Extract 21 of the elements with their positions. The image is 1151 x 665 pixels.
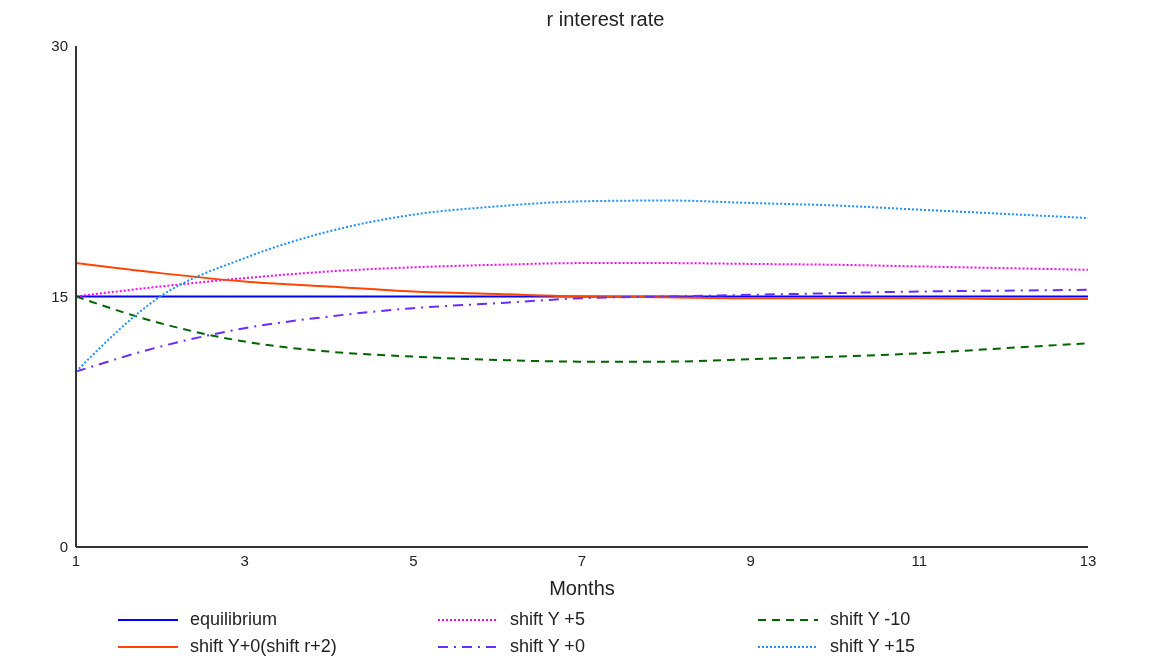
x-tick-label: 9 <box>746 551 755 569</box>
legend-label: shift Y +5 <box>510 609 585 630</box>
legend-label: shift Y +15 <box>830 636 915 657</box>
x-tick-label: 1 <box>71 551 81 569</box>
line-series <box>76 288 1088 373</box>
x-tick-label: 5 <box>409 551 418 569</box>
x-tick-label: 13 <box>1079 551 1097 569</box>
line-series <box>76 295 1088 363</box>
y-tick-label: 0 <box>59 538 68 556</box>
x-tick-label: 11 <box>911 551 928 569</box>
y-tick-label: 30 <box>51 37 68 55</box>
legend-label: shift Y+0(shift r+2) <box>190 636 337 657</box>
chart-title: r interest rate <box>545 8 666 32</box>
legend-label: shift Y +0 <box>510 636 585 657</box>
legend-label: equilibrium <box>190 609 278 630</box>
line-series <box>76 199 1088 373</box>
x-tick-label: 7 <box>577 551 587 569</box>
y-tick-label: 15 <box>51 287 68 305</box>
legend-label: shift Y -10 <box>830 609 911 630</box>
x-axis-title: Months <box>549 577 615 599</box>
x-tick-label: 3 <box>240 551 249 569</box>
